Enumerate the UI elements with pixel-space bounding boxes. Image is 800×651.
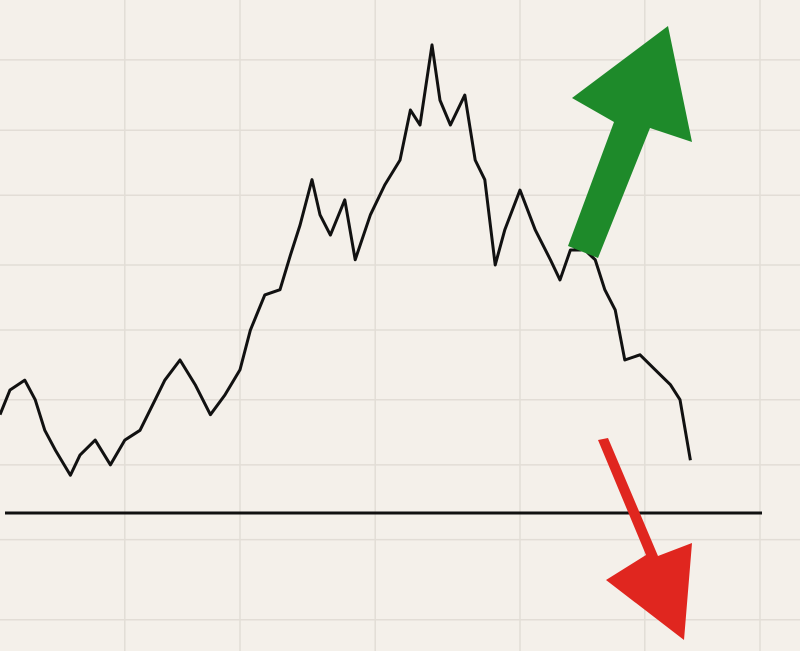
- up-arrow: [568, 26, 692, 258]
- down-arrow: [598, 438, 692, 640]
